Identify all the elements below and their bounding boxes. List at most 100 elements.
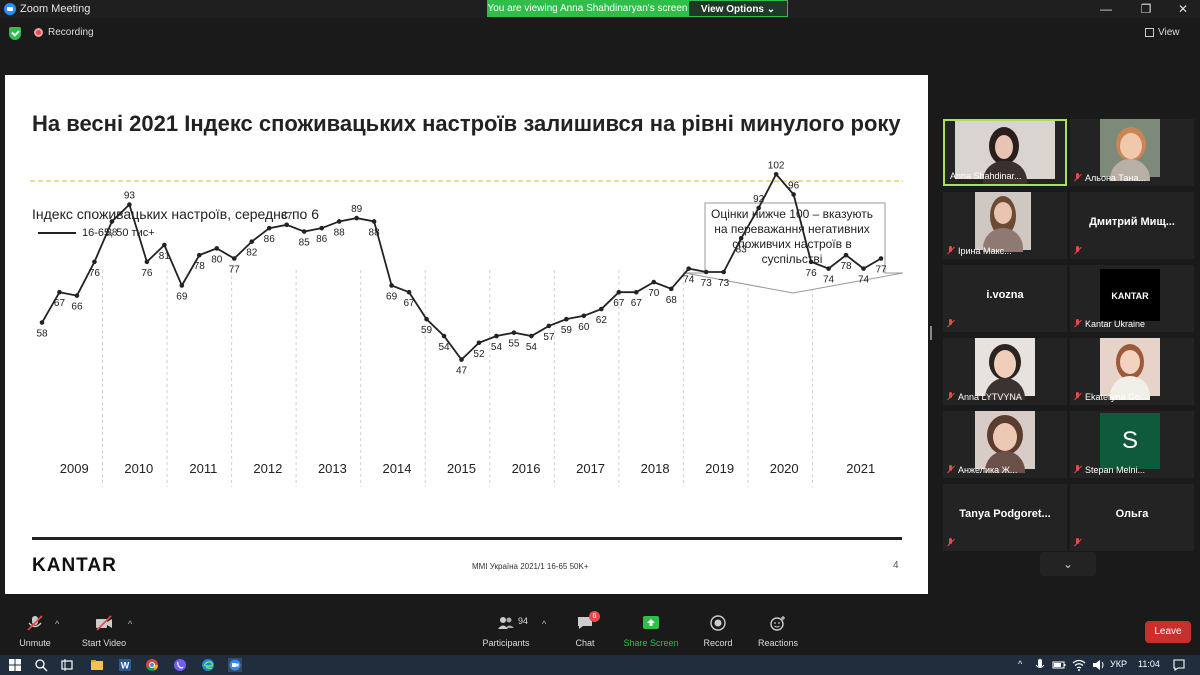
language-indicator[interactable]: УКР [1110, 659, 1127, 669]
participant-name: Tanya Podgoret... [959, 508, 1051, 520]
data-label: 77 [875, 265, 887, 276]
audio-options-caret-icon[interactable]: ^ [55, 619, 60, 629]
participants-button[interactable]: 94 Participants [480, 603, 532, 655]
viber-icon[interactable] [173, 658, 187, 672]
edge-icon[interactable] [201, 658, 215, 672]
shield-icon[interactable] [9, 27, 21, 40]
participant-tile[interactable]: Анжелика Ж... [943, 411, 1067, 478]
word-icon[interactable]: W [118, 658, 132, 672]
data-label: 86 [316, 234, 328, 245]
window-title: Zoom Meeting [20, 3, 91, 15]
view-button[interactable]: View [1158, 27, 1180, 38]
participant-tile[interactable]: Ольга [1070, 484, 1194, 551]
participant-tile[interactable]: Дмитрий Мищ... [1070, 192, 1194, 259]
data-point [738, 235, 744, 241]
reactions-label: Reactions [757, 638, 799, 648]
year-label: 2021 [846, 461, 875, 476]
participant-tile[interactable]: Tanya Podgoret... [943, 484, 1067, 551]
recording-icon [34, 28, 43, 37]
data-point [214, 246, 220, 251]
notifications-icon[interactable] [1172, 658, 1186, 672]
wifi-icon[interactable] [1072, 658, 1086, 672]
tray-chevron-icon[interactable]: ^ [1018, 659, 1023, 669]
panel-splitter[interactable] [930, 326, 932, 340]
data-point [144, 259, 150, 265]
data-label: 83 [736, 244, 748, 255]
chat-badge: 6 [589, 611, 600, 622]
reactions-icon [770, 616, 785, 631]
file-explorer-icon[interactable] [90, 658, 104, 672]
participant-avatar: KANTAR [1100, 269, 1160, 321]
data-label: 67 [631, 298, 643, 309]
bottom-rule [32, 537, 902, 540]
zoom-app-icon[interactable] [228, 658, 242, 672]
data-label: 69 [386, 291, 398, 302]
muted-mic-icon [947, 465, 954, 474]
participant-tile[interactable]: S Stepan Melni... [1070, 411, 1194, 478]
data-point [616, 289, 622, 295]
scroll-down-button[interactable]: ⌄ [1040, 552, 1096, 576]
data-point [773, 171, 779, 177]
data-label: 66 [71, 302, 83, 313]
data-label: 77 [229, 265, 241, 276]
data-point [301, 229, 307, 234]
data-point [511, 330, 517, 335]
data-label: 82 [246, 248, 258, 259]
participants-options-caret-icon[interactable]: ^ [542, 619, 547, 629]
page-number: 4 [893, 560, 899, 571]
year-label: 2017 [576, 461, 605, 476]
clock[interactable]: 11:04 [1138, 659, 1160, 669]
data-label: 81 [159, 251, 171, 262]
data-point [494, 333, 499, 339]
start-video-button[interactable]: Start Video [78, 603, 130, 655]
view-options-button[interactable]: View Options ⌄ [688, 0, 788, 17]
grid-view-icon[interactable] [1145, 28, 1154, 37]
battery-icon[interactable] [1052, 658, 1066, 672]
share-screen-button[interactable]: Share Screen [620, 603, 682, 655]
participant-tile[interactable]: Anna Shahdinar... [943, 119, 1067, 186]
leave-button[interactable]: Leave [1145, 621, 1191, 643]
participant-tile[interactable]: KANTAR Kantar Ukraine [1070, 265, 1194, 332]
data-label: 55 [508, 339, 520, 350]
title-bar: Zoom Meeting You are viewing Anna Shahdi… [0, 0, 1200, 18]
restore-icon[interactable]: ❐ [1140, 2, 1152, 16]
data-label: 88 [369, 227, 381, 238]
data-label: 67 [613, 298, 625, 309]
chat-button[interactable]: 6 Chat [565, 603, 605, 655]
muted-mic-icon [27, 615, 43, 631]
microphone-tray-icon[interactable] [1034, 658, 1046, 672]
participant-name: Anna LYTVYNA [958, 392, 1022, 402]
year-label: 2015 [447, 461, 476, 476]
close-icon[interactable]: ✕ [1177, 2, 1189, 16]
data-label: 96 [788, 180, 800, 191]
participant-tile[interactable]: Anna LYTVYNA [943, 338, 1067, 405]
task-view-icon[interactable] [60, 658, 74, 672]
video-options-caret-icon[interactable]: ^ [128, 619, 133, 629]
data-label: 57 [543, 332, 555, 343]
participant-name: Ольга [1115, 508, 1149, 520]
participant-tile[interactable]: Ірина Макс... [943, 192, 1067, 259]
data-point [74, 293, 80, 298]
search-icon[interactable] [34, 658, 48, 672]
windows-start-icon[interactable] [8, 658, 22, 672]
minimize-icon[interactable]: — [1100, 2, 1112, 16]
participant-tile[interactable]: Альона Тана... [1070, 119, 1194, 186]
participant-tile[interactable]: Ekaterуna Go... [1070, 338, 1194, 405]
participant-video [955, 121, 1055, 184]
video-off-icon [96, 615, 112, 631]
data-point [354, 215, 359, 221]
participants-label: Participants [482, 638, 530, 648]
chrome-icon[interactable] [145, 658, 159, 672]
participant-name: Anna Shahdinar... [950, 171, 1022, 181]
unmute-button[interactable]: Unmute [10, 603, 60, 655]
data-label: 54 [491, 342, 503, 353]
participants-icon [498, 617, 514, 629]
volume-icon[interactable] [1092, 658, 1106, 672]
data-label: 62 [596, 315, 608, 326]
muted-mic-icon [1074, 538, 1081, 547]
reactions-button[interactable]: Reactions [755, 603, 801, 655]
participant-tile[interactable]: i.vozna [943, 265, 1067, 332]
data-label: 80 [211, 254, 223, 265]
record-button[interactable]: Record [698, 603, 738, 655]
data-point [109, 219, 115, 224]
